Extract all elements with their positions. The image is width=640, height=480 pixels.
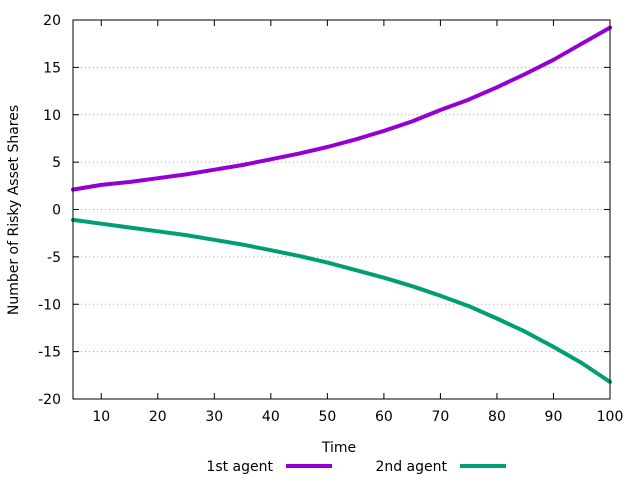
y-tick-label: -15 xyxy=(38,345,61,361)
x-tick-label: 20 xyxy=(149,409,167,425)
y-tick-label: 15 xyxy=(43,60,61,76)
x-tick-label: 10 xyxy=(92,409,110,425)
legend-label-2: 2nd agent xyxy=(375,459,447,475)
x-tick-label: 70 xyxy=(432,409,450,425)
x-tick-label: 30 xyxy=(205,409,223,425)
legend: 1st agent 2nd agent xyxy=(206,459,506,475)
series-line-2 xyxy=(71,217,612,384)
series-lines xyxy=(71,25,612,384)
x-tick-label: 40 xyxy=(262,409,280,425)
legend-label-1: 1st agent xyxy=(206,459,273,475)
x-axis-label: Time xyxy=(321,440,356,456)
y-tick-label: 10 xyxy=(43,108,61,124)
y-tick-label: 20 xyxy=(43,13,61,29)
y-axis-label: Number of Risky Asset Shares xyxy=(6,105,22,315)
axis-ticks: -20 -15 -10 -5 0 5 10 15 20 10 20 30 40 50 60 70 80 90 100 xyxy=(38,13,623,425)
x-tick-label: 100 xyxy=(597,409,624,425)
series-line-1 xyxy=(71,25,612,192)
y-tick-label: 5 xyxy=(52,155,61,171)
x-tick-label: 50 xyxy=(318,409,336,425)
x-tick-label: 90 xyxy=(545,409,563,425)
y-tick-label: -5 xyxy=(47,250,61,266)
y-tick-label: -20 xyxy=(38,392,61,408)
x-tick-label: 60 xyxy=(375,409,393,425)
grid-lines xyxy=(73,66,610,353)
y-tick-label: -10 xyxy=(38,297,61,313)
x-tick-label: 80 xyxy=(488,409,506,425)
y-tick-label: 0 xyxy=(52,203,61,219)
